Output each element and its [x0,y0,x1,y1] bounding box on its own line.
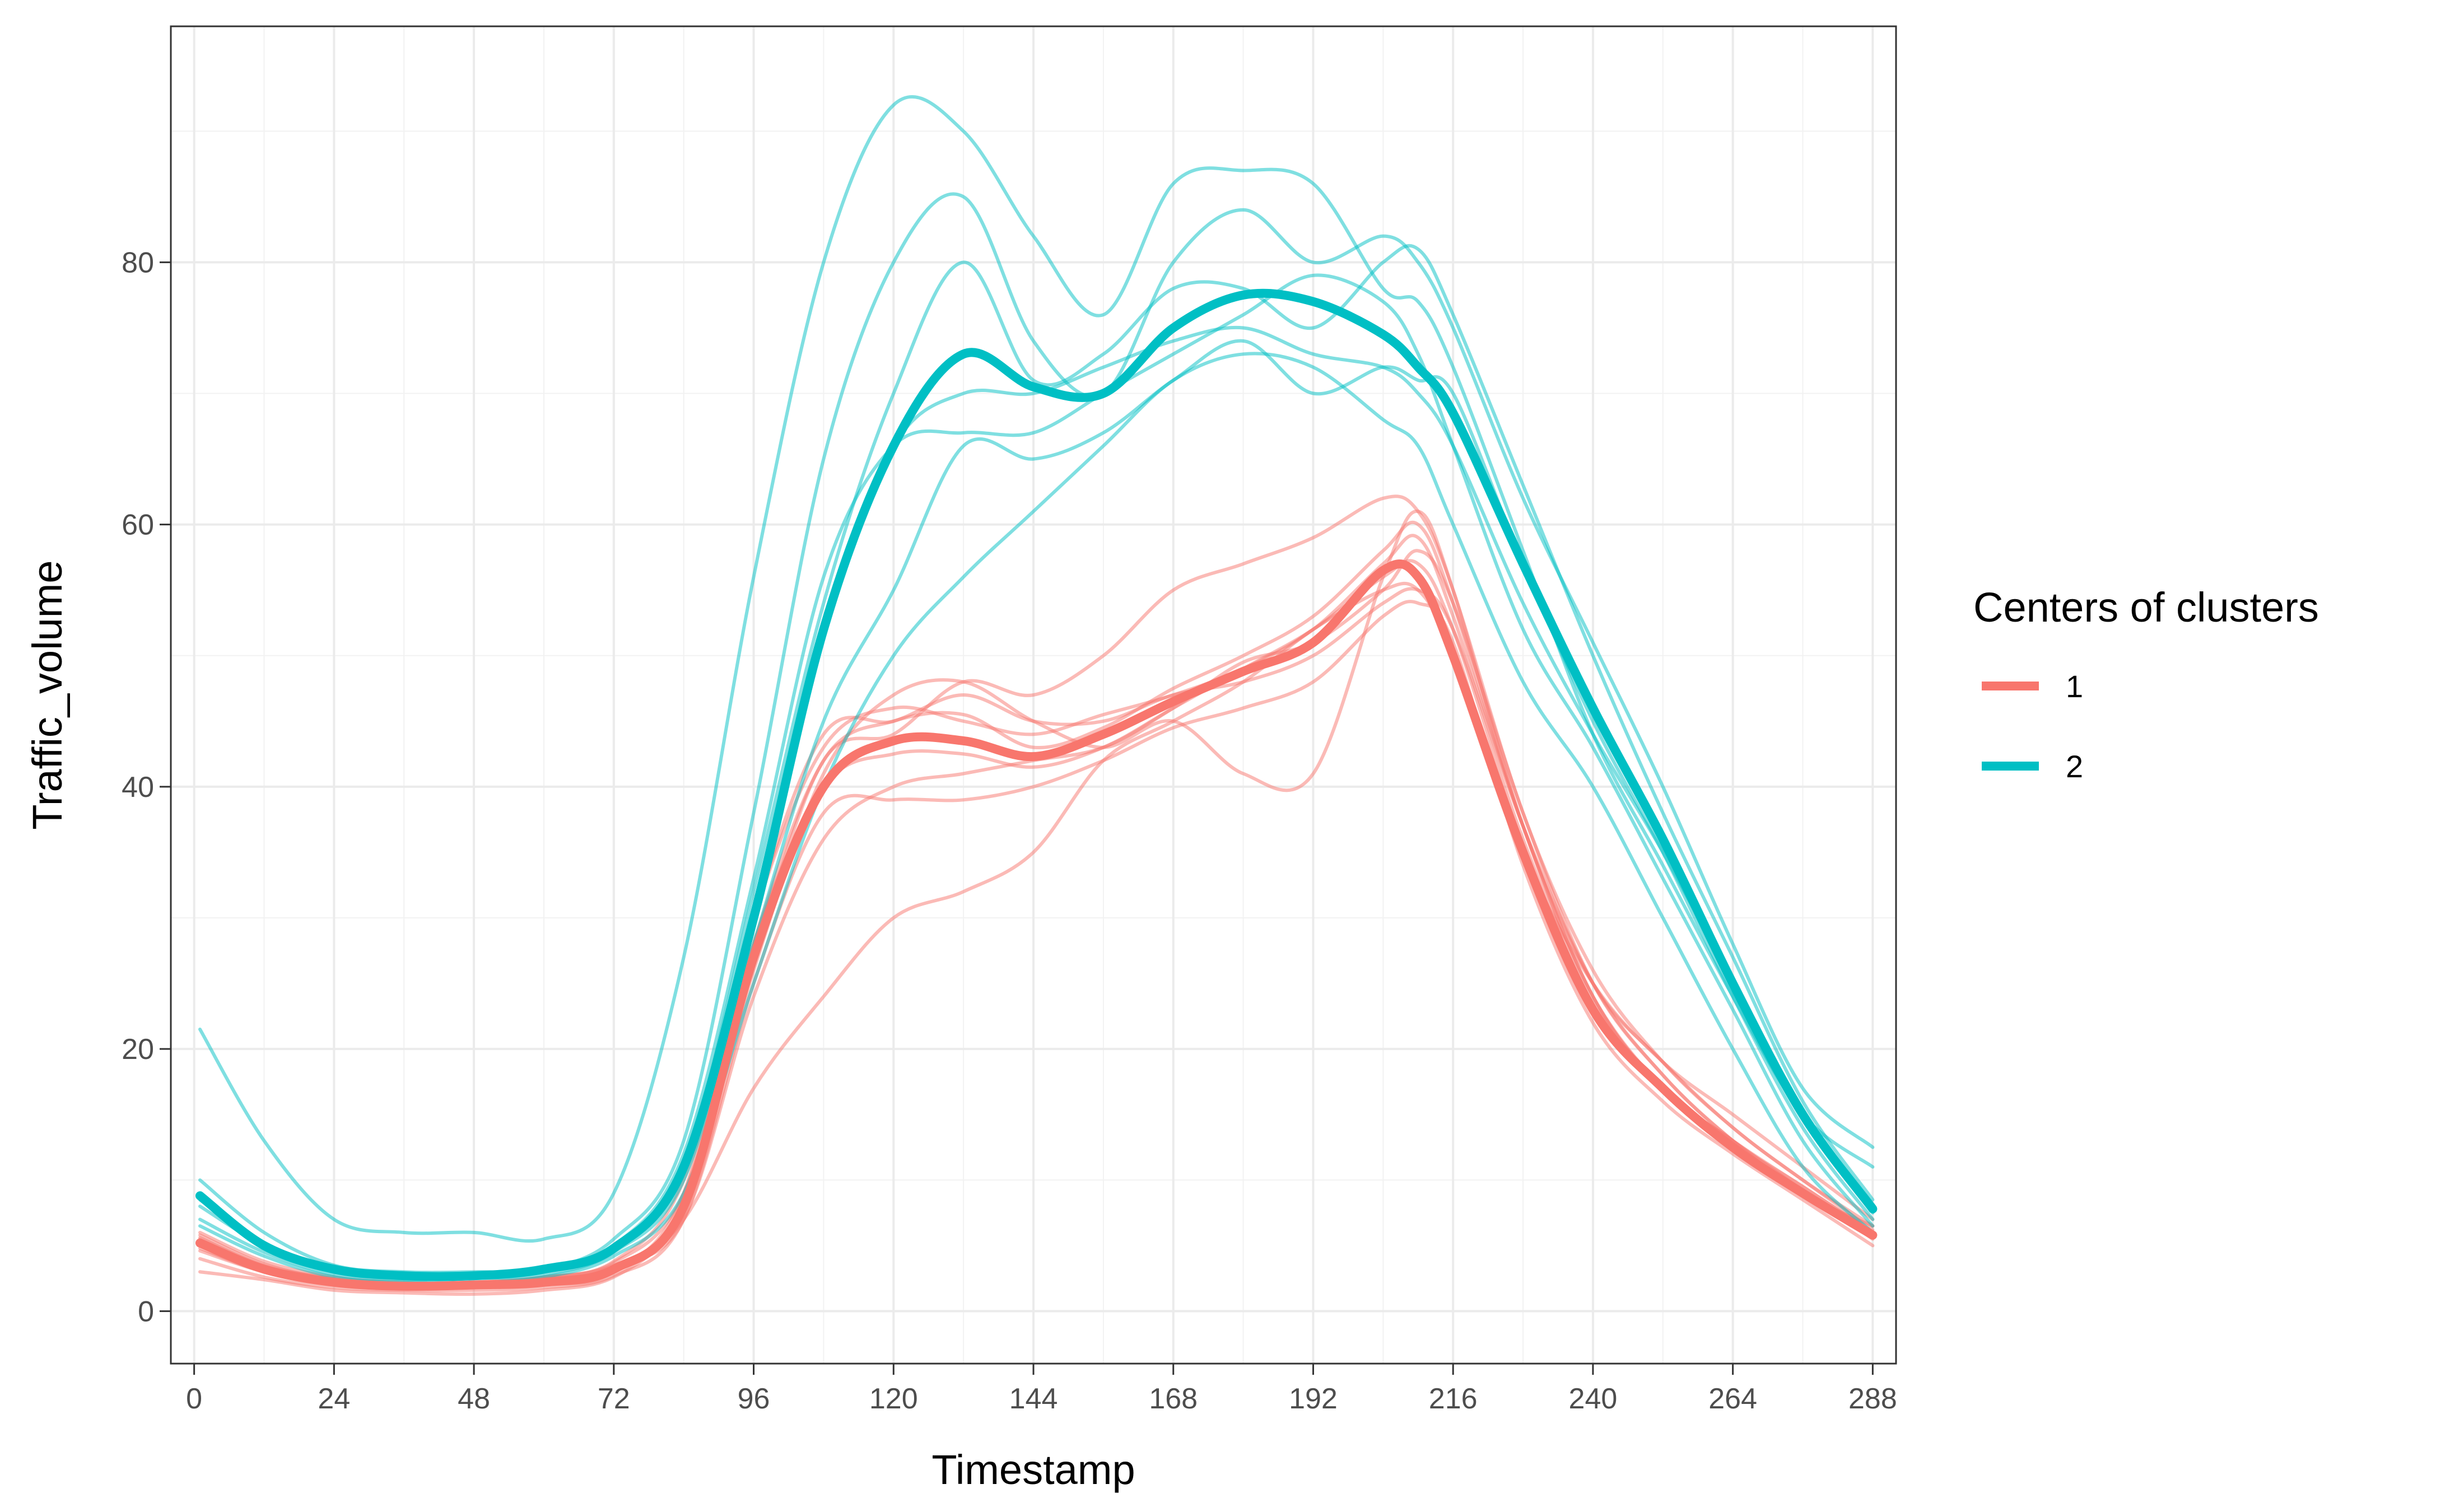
x-tick-label: 48 [458,1383,490,1415]
x-tick-label: 264 [1708,1383,1757,1415]
cluster-2-member-line [198,352,1875,1285]
x-tick-label: 216 [1429,1383,1478,1415]
y-tick-label: 60 [122,509,154,542]
cluster-1-member-line [198,581,1875,1296]
legend-entries: 12 [1982,669,2083,784]
y-tick-label: 20 [122,1033,154,1066]
cluster-1-center-line [195,559,1878,1291]
cluster-2-member-line [198,95,1875,1243]
y-tick-label: 40 [122,771,154,804]
legend: Centers of clusters 12 [1973,584,2319,784]
y-tick-label: 0 [138,1295,154,1328]
x-axis-ticks: 0 24 48 72 96 120 144 168 192 216 240 264 288 [186,1364,1897,1415]
y-axis-title: Traffic_volume [24,560,71,829]
x-tick-label: 144 [1009,1383,1058,1415]
x-tick-label: 24 [318,1383,350,1415]
x-tick-label: 72 [598,1383,630,1415]
legend-title: Centers of clusters [1973,584,2319,631]
x-tick-label: 120 [869,1383,918,1415]
cluster-2-center-line [195,288,1878,1281]
x-tick-label: 96 [738,1383,770,1415]
cluster-2-member-line [198,339,1875,1282]
minor-gridlines [171,26,1896,1364]
x-tick-label: 168 [1149,1383,1198,1415]
y-axis-ticks: 0 20 40 60 80 [122,246,171,1328]
y-tick-label: 80 [122,246,154,279]
x-axis-title: Timestamp [931,1446,1135,1493]
cluster-1-member-line [198,600,1875,1292]
legend-label-1: 1 [2066,669,2083,704]
legend-label-2: 2 [2066,749,2083,784]
x-tick-label: 288 [1848,1383,1897,1415]
x-tick-label: 0 [186,1383,202,1415]
x-tick-label: 240 [1569,1383,1618,1415]
cluster-center-lines [195,288,1878,1291]
x-tick-label: 192 [1289,1383,1338,1415]
